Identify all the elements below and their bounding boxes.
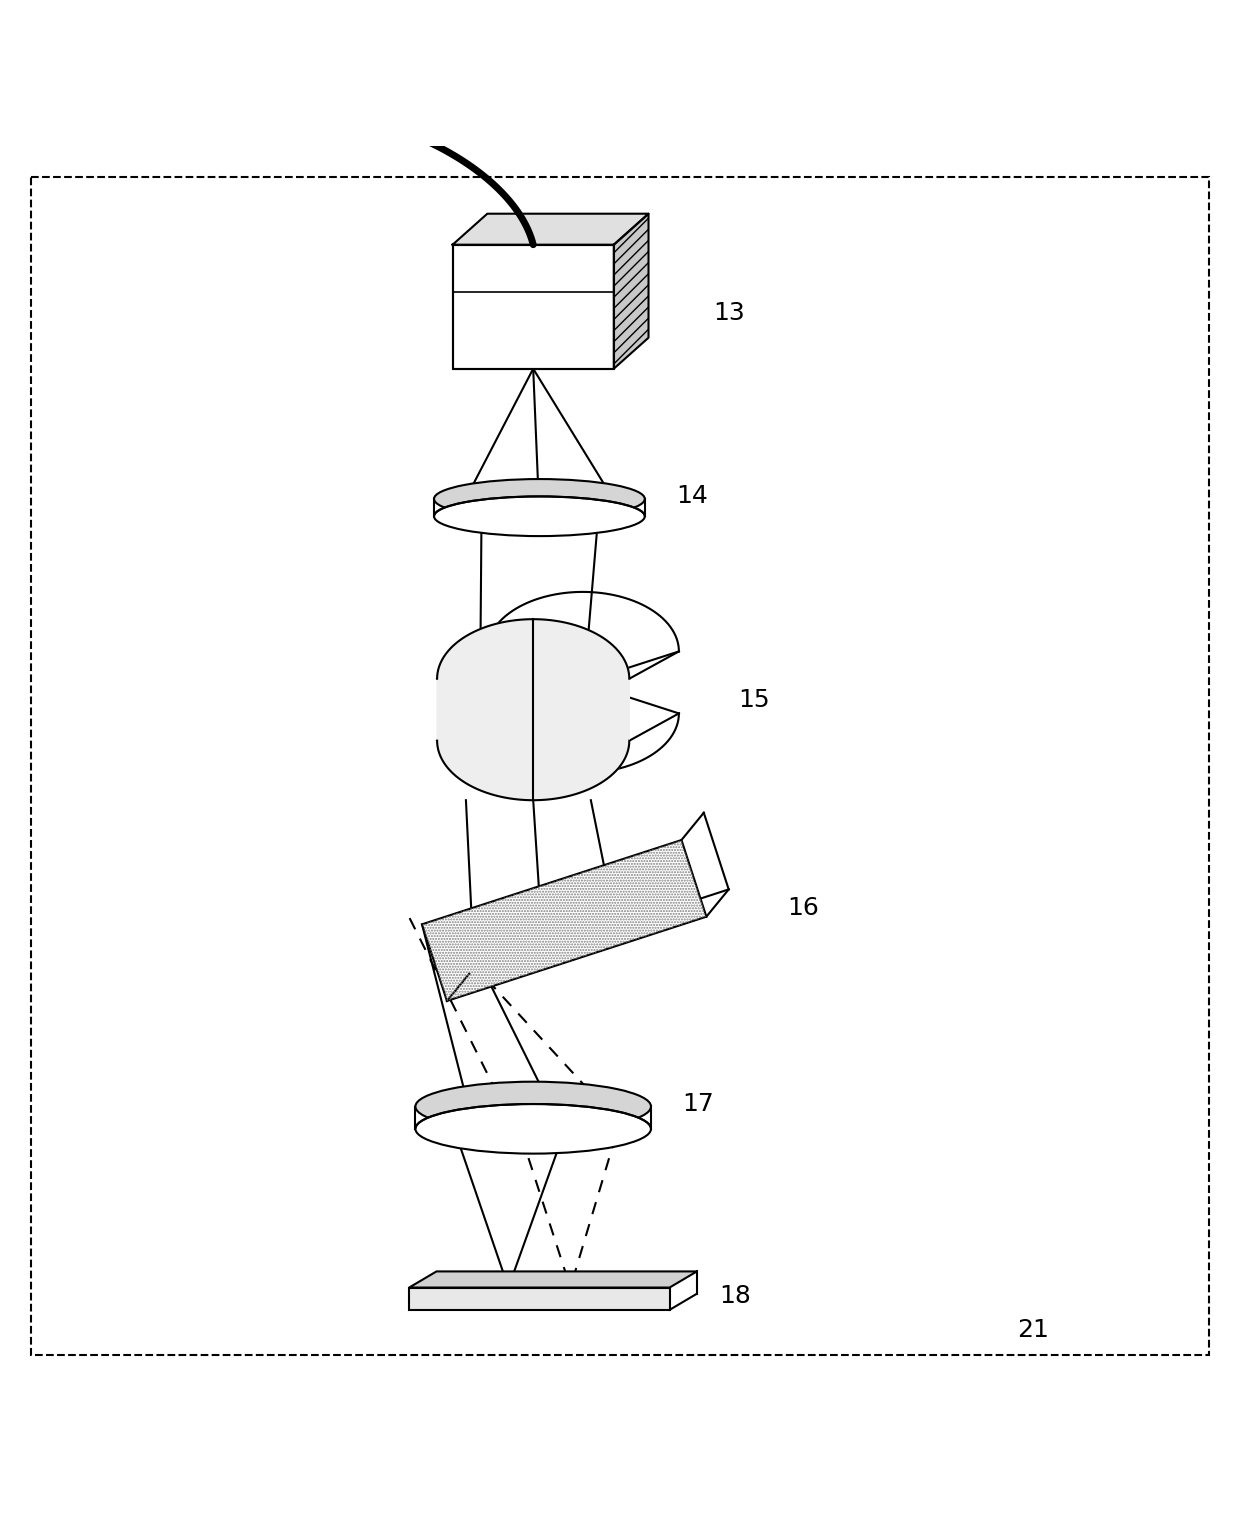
- Polygon shape: [422, 841, 707, 1001]
- Ellipse shape: [434, 496, 645, 536]
- Bar: [453, 245, 614, 369]
- Polygon shape: [436, 619, 629, 801]
- Bar: [409, 1288, 670, 1311]
- Text: 15: 15: [738, 687, 770, 712]
- Text: 14: 14: [676, 484, 708, 508]
- Text: 13: 13: [713, 302, 745, 325]
- Ellipse shape: [415, 1104, 651, 1154]
- Ellipse shape: [415, 1082, 651, 1131]
- Text: 18: 18: [719, 1285, 751, 1307]
- Polygon shape: [453, 214, 649, 245]
- Text: 21: 21: [1017, 1318, 1049, 1341]
- Polygon shape: [614, 214, 649, 369]
- Text: 17: 17: [682, 1092, 714, 1116]
- Ellipse shape: [434, 479, 645, 519]
- Text: 16: 16: [787, 896, 820, 920]
- Polygon shape: [409, 1271, 697, 1288]
